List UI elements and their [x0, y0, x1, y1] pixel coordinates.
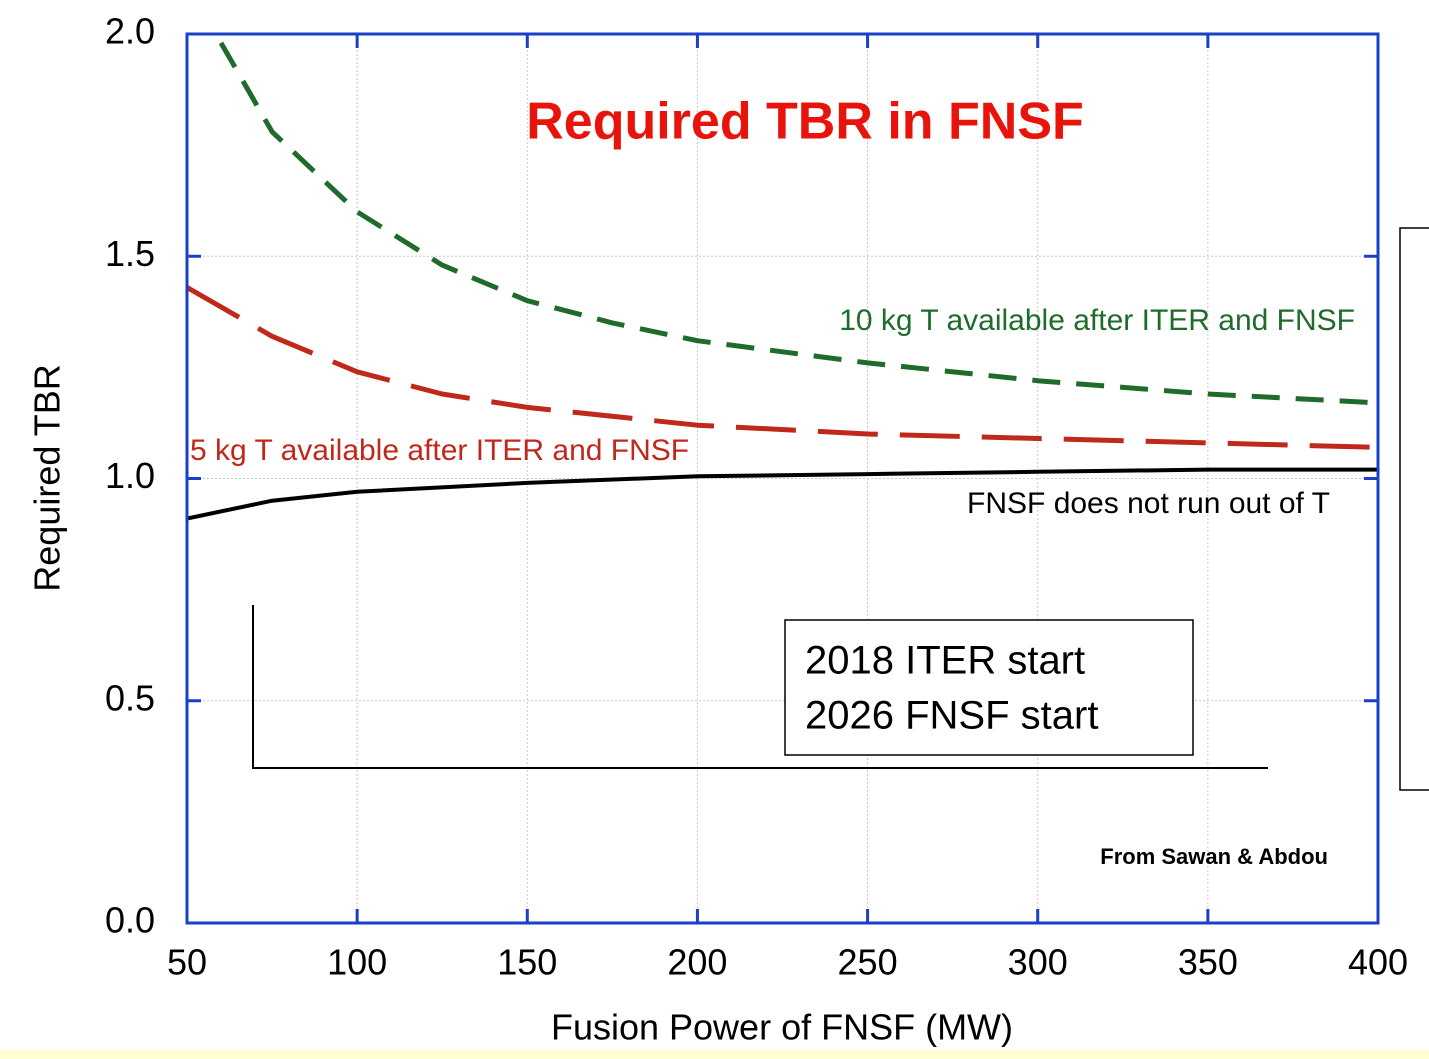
- y-tick-label: 1.5: [105, 233, 155, 274]
- series-line: [218, 41, 1378, 406]
- note-box: [784, 619, 1194, 756]
- series-label: 10 kg T available after ITER and FNSF: [839, 304, 1355, 337]
- note-text: 2018 ITER start: [805, 639, 1085, 683]
- x-tick-label: 100: [327, 942, 387, 983]
- series-line: [187, 467, 1378, 521]
- series-label: 5 kg T available after ITER and FNSF: [190, 434, 689, 467]
- x-axis-label: Fusion Power of FNSF (MW): [551, 1007, 1013, 1048]
- x-tick-label: 300: [1008, 942, 1068, 983]
- credit: From Sawan & Abdou: [1100, 844, 1328, 869]
- series-label: FNSF does not run out of T: [967, 487, 1330, 520]
- series-line: [187, 285, 1378, 450]
- x-tick-label: 200: [667, 942, 727, 983]
- note-text: 2026 FNSF start: [805, 694, 1098, 738]
- side-box: [1399, 227, 1429, 791]
- y-tick-label: 1.0: [105, 455, 155, 496]
- x-tick-label: 400: [1348, 942, 1408, 983]
- inset-frame: [252, 605, 1268, 769]
- x-tick-label: 350: [1178, 942, 1238, 983]
- y-axis-label: Required TBR: [27, 364, 68, 591]
- y-tick-label: 0.0: [105, 900, 155, 941]
- x-tick-label: 250: [838, 942, 898, 983]
- x-tick-label: 50: [167, 942, 207, 983]
- bottom-strip: [0, 1050, 1429, 1059]
- y-tick-label: 0.5: [105, 677, 155, 718]
- chart-title: Required TBR in FNSF: [526, 93, 1084, 151]
- y-tick-label: 2.0: [105, 11, 155, 52]
- x-tick-label: 150: [497, 942, 557, 983]
